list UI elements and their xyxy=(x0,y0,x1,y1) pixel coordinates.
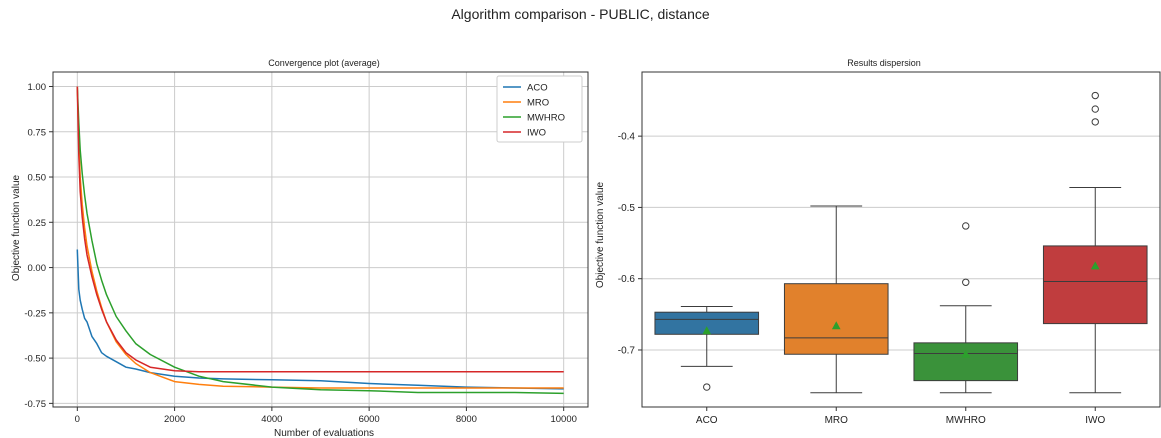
dispersion-plot-boxes xyxy=(654,91,1148,394)
convergence-plot-frame xyxy=(52,71,589,408)
convergence-plot-y-ticks: -0.75 -0.50 -0.25 0.00 0.25 0.50 0.75 1.00 xyxy=(24,82,53,410)
x-tick-label: 8000 xyxy=(456,414,477,425)
y-tick-label: -0.7 xyxy=(618,345,636,356)
x-tick-label: MRO xyxy=(825,415,849,426)
outlier-point-iwo xyxy=(1091,118,1099,126)
mean-marker-iwo xyxy=(1090,261,1100,270)
box-aco xyxy=(654,306,760,391)
box-iwo xyxy=(1042,91,1148,394)
x-tick-label: ACO xyxy=(696,415,718,426)
y-tick-label: 0.50 xyxy=(28,173,47,184)
dispersion-plot-y-ticks: -0.7 -0.6 -0.5 -0.4 xyxy=(618,132,642,356)
box-mro xyxy=(783,205,889,394)
y-tick-label: 0.00 xyxy=(28,263,47,274)
outlier-point-iwo xyxy=(1091,105,1099,113)
convergence-plot-x-ticks: 0 2000 4000 6000 8000 10000 xyxy=(75,407,577,425)
series-line-iwo xyxy=(76,86,564,373)
series-line-mwhro xyxy=(76,86,564,395)
series-line-mro xyxy=(76,86,564,389)
figure-title: Algorithm comparison - PUBLIC, distance xyxy=(451,6,710,22)
box-body-aco xyxy=(654,311,760,335)
y-tick-label: 1.00 xyxy=(28,82,47,93)
box-body-mwhro xyxy=(913,342,1019,382)
mean-marker-aco xyxy=(702,326,712,335)
x-tick-label: 2000 xyxy=(164,414,185,425)
legend-label-iwo: IWO xyxy=(527,128,546,139)
y-tick-label: -0.75 xyxy=(24,399,46,410)
outlier-point-mwhro xyxy=(962,278,970,286)
dispersion-plot-y-label: Objective function value xyxy=(595,181,606,288)
convergence-plot-title: Convergence plot (average) xyxy=(268,58,380,68)
mean-marker-mwhro xyxy=(961,349,971,358)
x-tick-label: 6000 xyxy=(359,414,380,425)
convergence-plot-grid xyxy=(53,72,588,407)
convergence-plot-series xyxy=(76,86,564,395)
y-tick-label: 0.75 xyxy=(28,127,47,138)
y-tick-label: 0.25 xyxy=(28,218,47,229)
y-tick-label: -0.50 xyxy=(24,354,46,365)
mean-marker-mro xyxy=(831,321,841,330)
box-body-iwo xyxy=(1042,245,1148,325)
convergence-plot-x-label: Number of evaluations xyxy=(274,428,374,438)
y-tick-label: -0.6 xyxy=(618,274,636,285)
dispersion-plot-x-ticks: ACO MRO MWHRO IWO xyxy=(696,407,1105,426)
x-tick-label: 0 xyxy=(75,414,80,425)
convergence-plot: Convergence plot (average) 0 2000 4000 6000… xyxy=(11,58,589,438)
box-body-mro xyxy=(783,283,889,355)
y-tick-label: -0.5 xyxy=(618,203,636,214)
dispersion-plot-frame xyxy=(641,71,1161,408)
legend-label-mro: MRO xyxy=(527,98,549,109)
y-tick-label: -0.25 xyxy=(24,308,46,319)
x-tick-label: 10000 xyxy=(550,414,576,425)
dispersion-plot-title: Results dispersion xyxy=(847,58,921,68)
x-tick-label: MWHRO xyxy=(946,415,986,426)
outlier-point-aco xyxy=(703,383,711,391)
y-tick-label: -0.4 xyxy=(618,132,636,143)
convergence-plot-legend: ACO MRO MWHRO IWO xyxy=(496,75,583,143)
legend-label-aco: ACO xyxy=(527,83,548,94)
dispersion-plot: Results dispersion ACO MRO MWHRO IWO -0.7-0… xyxy=(595,58,1161,426)
legend-label-mwhro: MWHRO xyxy=(527,113,565,124)
outlier-point-iwo xyxy=(1091,91,1099,100)
x-tick-label: IWO xyxy=(1085,415,1105,426)
box-mwhro xyxy=(913,222,1019,394)
outlier-point-mwhro xyxy=(962,222,970,230)
convergence-plot-y-label: Objective function value xyxy=(11,174,22,281)
x-tick-label: 4000 xyxy=(261,414,282,425)
legend-box xyxy=(496,75,583,143)
series-line-aco xyxy=(76,249,564,390)
